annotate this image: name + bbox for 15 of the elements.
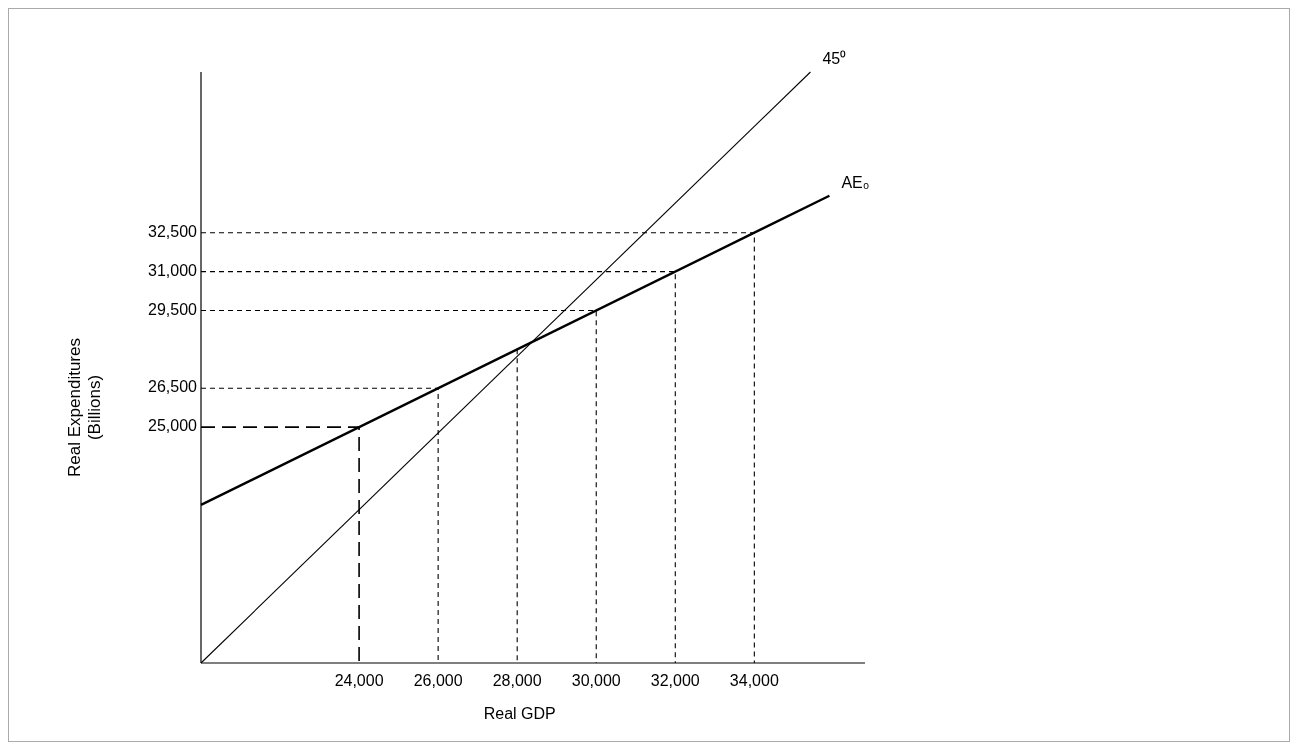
x-tick-label: 32,000 xyxy=(650,672,700,689)
series-label: 45⁰ xyxy=(822,50,847,68)
x-tick-label: 26,000 xyxy=(413,672,463,689)
x-tick-label: 24,000 xyxy=(334,672,384,689)
series-label: AE₀ xyxy=(841,173,870,192)
x-tick-label: 30,000 xyxy=(571,672,621,689)
y-axis-title: Real Expenditures (Billions) xyxy=(65,338,104,477)
x-tick-label: 34,000 xyxy=(729,672,779,689)
y-tick-label: 29,500 xyxy=(148,300,198,318)
y-tick-label: 25,000 xyxy=(148,417,198,435)
x-axis-title: Real GDP xyxy=(483,705,556,722)
x-tick-label: 28,000 xyxy=(492,672,542,689)
y-tick-label: 32,500 xyxy=(148,222,198,240)
y-tick-label: 31,000 xyxy=(148,261,198,279)
y-tick-label: 26,500 xyxy=(148,378,198,396)
